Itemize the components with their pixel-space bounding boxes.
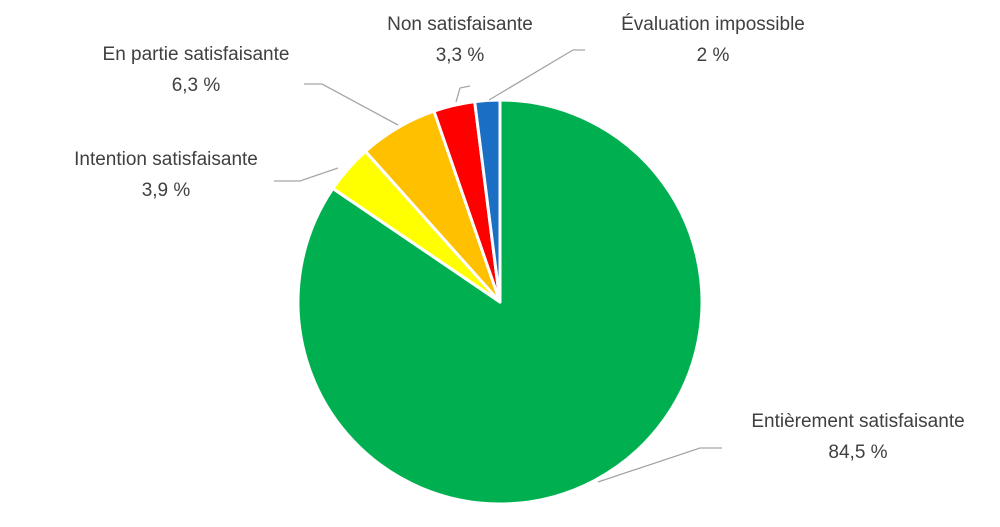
leader-line-non-satisfaisante bbox=[455, 85, 471, 103]
slice-label-entierement-satisfaisante: Entièrement satisfaisante bbox=[751, 411, 964, 432]
slice-label-en-partie-satisfaisante: En partie satisfaisante bbox=[103, 44, 290, 65]
leader-line-entierement-satisfaisante bbox=[597, 447, 722, 483]
slice-label-intention-satisfaisante: Intention satisfaisante bbox=[74, 149, 258, 170]
leader-line-intention-satisfaisante bbox=[274, 167, 339, 182]
slice-value-evaluation-impossible: 2 % bbox=[697, 45, 730, 66]
pie-slice-evaluation-impossible bbox=[473, 98, 502, 304]
slice-value-intention-satisfaisante: 3,9 % bbox=[142, 180, 191, 201]
pie-slices bbox=[296, 98, 704, 506]
slice-value-non-satisfaisante: 3,3 % bbox=[436, 45, 485, 66]
pie-labels: Entièrement satisfaisante 84,5 % Intention… bbox=[74, 14, 965, 483]
leader-line-en-partie-satisfaisante bbox=[304, 83, 399, 126]
slice-label-evaluation-impossible: Évaluation impossible bbox=[621, 14, 805, 35]
leader-line-evaluation-impossible bbox=[488, 49, 585, 101]
slice-value-en-partie-satisfaisante: 6,3 % bbox=[172, 75, 221, 96]
slice-label-non-satisfaisante: Non satisfaisante bbox=[387, 14, 533, 35]
slice-value-entierement-satisfaisante: 84,5 % bbox=[828, 442, 887, 463]
